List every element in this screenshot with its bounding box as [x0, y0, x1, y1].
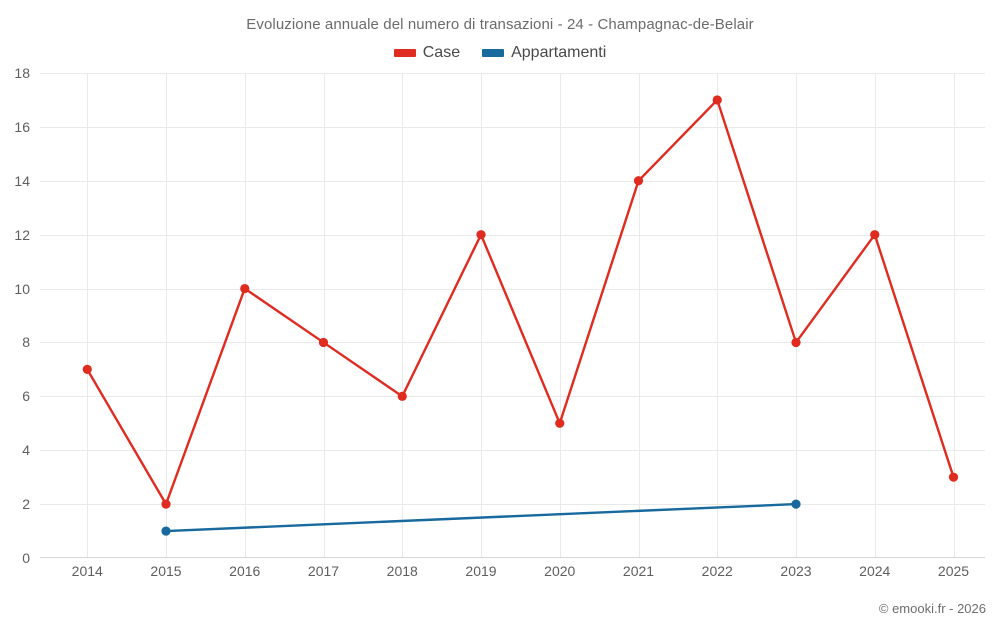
- gridline-horizontal: [40, 504, 985, 505]
- legend-swatch-icon: [482, 49, 505, 57]
- plot-area: [40, 73, 985, 558]
- legend-swatch-icon: [393, 49, 416, 57]
- legend-entry-case[interactable]: Case: [393, 44, 461, 62]
- x-axis-line: [40, 557, 985, 558]
- y-tick-label: 16: [14, 118, 30, 135]
- legend-entry-appartamenti[interactable]: Appartamenti: [482, 44, 606, 62]
- gridline-vertical: [717, 73, 718, 558]
- gridline-vertical: [324, 73, 325, 558]
- gridline-vertical: [639, 73, 640, 558]
- data-point-case-2019[interactable]: [476, 230, 486, 240]
- x-tick-label: 2016: [229, 563, 261, 579]
- footer-credit: © emooki.fr - 2026: [878, 601, 986, 616]
- series-line-case: [86, 98, 955, 506]
- x-tick-label: 2023: [780, 563, 812, 579]
- x-tick-label: 2015: [150, 563, 182, 579]
- chart-legend: Case Appartamenti: [0, 44, 1000, 62]
- gridline-vertical: [954, 73, 955, 558]
- y-tick-label: 6: [22, 388, 30, 405]
- data-point-case-2021[interactable]: [633, 176, 644, 186]
- x-tick-label: 2014: [71, 563, 103, 579]
- data-point-case-2018[interactable]: [397, 391, 407, 401]
- y-tick-label: 14: [14, 172, 30, 189]
- data-point-case-2022[interactable]: [712, 95, 722, 105]
- data-point-case-2025[interactable]: [948, 472, 959, 482]
- data-point-case-2020[interactable]: [555, 418, 565, 428]
- gridline-vertical: [245, 73, 246, 558]
- y-tick-label: 12: [14, 226, 30, 243]
- data-point-case-2024[interactable]: [870, 230, 880, 240]
- x-tick-label: 2025: [937, 563, 970, 579]
- gridline-vertical: [166, 73, 167, 558]
- x-tick-label: 2022: [701, 563, 733, 579]
- legend-label: Appartamenti: [511, 44, 607, 61]
- gridline-horizontal: [40, 342, 985, 343]
- series-line-appartamenti: [164, 502, 798, 533]
- x-tick-label: 2019: [465, 563, 497, 579]
- gridline-horizontal: [40, 450, 985, 451]
- data-point-case-2017[interactable]: [318, 337, 329, 348]
- data-point-case-2016[interactable]: [240, 283, 250, 294]
- data-point-appartamenti-2023[interactable]: [791, 499, 801, 509]
- y-tick-label: 10: [14, 280, 30, 297]
- gridline-horizontal: [40, 127, 985, 128]
- x-axis-labels: 2014 2015 2016 2017 2018 2019 2020 2021 2022 2023…: [40, 563, 985, 587]
- legend-label: Case: [422, 44, 461, 61]
- gridline-horizontal: [40, 181, 985, 182]
- chart-title: Evoluzione annuale del numero di transaz…: [246, 16, 754, 33]
- gridline-horizontal: [40, 289, 985, 290]
- y-tick-label: 2: [22, 496, 30, 513]
- y-tick-label: 0: [22, 550, 30, 566]
- y-tick-label: 18: [14, 65, 30, 81]
- x-tick-label: 2024: [859, 563, 891, 579]
- gridline-vertical: [796, 73, 797, 558]
- gridline-vertical: [402, 73, 403, 558]
- x-tick-label: 2018: [386, 563, 418, 579]
- data-point-case-2015[interactable]: [161, 499, 171, 509]
- gridline-vertical: [481, 73, 482, 558]
- data-point-appartamenti-2015[interactable]: [161, 526, 171, 536]
- gridline-horizontal: [40, 235, 985, 236]
- x-tick-label: 2021: [622, 563, 655, 579]
- y-tick-label: 8: [22, 334, 30, 351]
- y-tick-label: 4: [22, 442, 30, 459]
- data-point-case-2023[interactable]: [791, 337, 801, 348]
- gridline-vertical: [560, 73, 561, 558]
- x-tick-label: 2017: [307, 563, 340, 579]
- data-point-case-2014[interactable]: [82, 364, 92, 374]
- y-axis-labels: 0 2 4 6 8 10 12 14 16 18: [0, 65, 30, 566]
- gridline-horizontal: [40, 396, 985, 397]
- gridline-vertical: [87, 73, 88, 558]
- series-layer: [82, 95, 959, 536]
- gridline-vertical: [875, 73, 876, 558]
- gridline-horizontal: [40, 73, 985, 74]
- x-tick-label: 2020: [544, 563, 576, 579]
